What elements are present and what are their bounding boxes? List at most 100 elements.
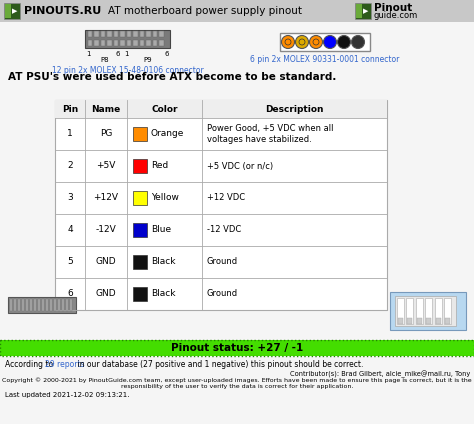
- Text: Copyright © 2000-2021 by PinoutGuide.com team, except user-uploaded images. Effo: Copyright © 2000-2021 by PinoutGuide.com…: [2, 377, 472, 382]
- Bar: [66, 299, 69, 311]
- Text: AT motherboard power supply pinout: AT motherboard power supply pinout: [108, 6, 302, 16]
- Bar: [55, 100, 387, 310]
- Bar: [58, 299, 61, 311]
- Text: Name: Name: [91, 104, 120, 114]
- Bar: [407, 298, 413, 324]
- Bar: [94, 40, 99, 46]
- Circle shape: [282, 36, 294, 48]
- Bar: [435, 298, 442, 324]
- Bar: [8, 297, 76, 313]
- Bar: [62, 299, 64, 311]
- Bar: [50, 299, 53, 311]
- Text: P9: P9: [144, 57, 152, 63]
- Text: 1: 1: [86, 51, 91, 57]
- Bar: [133, 159, 147, 173]
- Bar: [18, 299, 20, 311]
- Text: Black: Black: [151, 257, 175, 267]
- Bar: [134, 31, 138, 37]
- Bar: [398, 318, 403, 324]
- Bar: [70, 299, 73, 311]
- Text: 1: 1: [67, 129, 73, 139]
- Bar: [133, 255, 147, 269]
- Text: Description: Description: [265, 104, 324, 114]
- Text: PINOUTS.RU: PINOUTS.RU: [24, 6, 101, 16]
- Bar: [120, 31, 125, 37]
- Bar: [133, 127, 147, 141]
- Text: Black: Black: [151, 290, 175, 298]
- Text: Ground: Ground: [207, 257, 238, 267]
- Bar: [408, 318, 412, 324]
- Bar: [146, 31, 151, 37]
- Text: AT PSU's were used before ATX become to be standard.: AT PSU's were used before ATX become to …: [8, 72, 337, 82]
- Bar: [159, 31, 164, 37]
- Bar: [446, 318, 450, 324]
- Bar: [159, 40, 164, 46]
- Bar: [355, 3, 371, 19]
- Bar: [101, 40, 106, 46]
- Bar: [133, 287, 147, 301]
- Text: Orange: Orange: [151, 129, 184, 139]
- Bar: [427, 318, 431, 324]
- Bar: [55, 100, 387, 118]
- Bar: [38, 299, 40, 311]
- Text: 2: 2: [67, 162, 73, 170]
- Text: Blue: Blue: [151, 226, 171, 234]
- Text: 5: 5: [67, 257, 73, 267]
- Bar: [127, 40, 131, 46]
- Bar: [0, 340, 474, 356]
- Text: GND: GND: [96, 257, 116, 267]
- Bar: [140, 40, 145, 46]
- Text: Pinout status: +27 / -1: Pinout status: +27 / -1: [171, 343, 303, 353]
- Bar: [54, 299, 56, 311]
- Text: 6: 6: [67, 290, 73, 298]
- Bar: [114, 40, 118, 46]
- Circle shape: [295, 36, 309, 48]
- Text: Color: Color: [151, 104, 178, 114]
- Bar: [417, 318, 422, 324]
- Bar: [356, 4, 362, 18]
- Text: -12 VDC: -12 VDC: [207, 226, 241, 234]
- Bar: [101, 31, 106, 37]
- Text: Pin: Pin: [62, 104, 78, 114]
- Bar: [42, 299, 45, 311]
- Bar: [153, 40, 157, 46]
- Bar: [0, 0, 474, 22]
- Text: +5V: +5V: [96, 162, 116, 170]
- Bar: [88, 31, 92, 37]
- Bar: [108, 40, 112, 46]
- Bar: [14, 299, 17, 311]
- Text: 6  1: 6 1: [116, 51, 130, 57]
- Text: GND: GND: [96, 290, 116, 298]
- Bar: [34, 299, 36, 311]
- Bar: [94, 31, 99, 37]
- Circle shape: [352, 36, 365, 48]
- Bar: [134, 40, 138, 46]
- Bar: [390, 292, 466, 330]
- Text: PG: PG: [100, 129, 112, 139]
- Bar: [88, 40, 92, 46]
- Circle shape: [310, 36, 322, 48]
- Bar: [127, 31, 131, 37]
- Bar: [280, 33, 370, 51]
- Bar: [114, 31, 118, 37]
- Text: 12 pin 2x MOLEX 15-48-0106 connector: 12 pin 2x MOLEX 15-48-0106 connector: [52, 66, 203, 75]
- Bar: [0, 340, 474, 356]
- Bar: [85, 30, 170, 48]
- Text: 6: 6: [164, 51, 169, 57]
- Text: Pinout: Pinout: [374, 3, 412, 13]
- Text: voltages have stabilized.: voltages have stabilized.: [207, 136, 312, 145]
- Text: guide.com: guide.com: [374, 11, 418, 20]
- Text: Ground: Ground: [207, 290, 238, 298]
- Bar: [108, 31, 112, 37]
- Circle shape: [323, 36, 337, 48]
- Bar: [133, 191, 147, 205]
- Text: 29 reports: 29 reports: [45, 360, 84, 369]
- Text: According to: According to: [5, 360, 55, 369]
- Bar: [120, 40, 125, 46]
- Bar: [26, 299, 28, 311]
- Text: Last updated 2021-12-02 09:13:21.: Last updated 2021-12-02 09:13:21.: [5, 392, 129, 398]
- Bar: [416, 298, 423, 324]
- Bar: [140, 31, 145, 37]
- Bar: [133, 223, 147, 237]
- Text: +12 VDC: +12 VDC: [207, 193, 245, 203]
